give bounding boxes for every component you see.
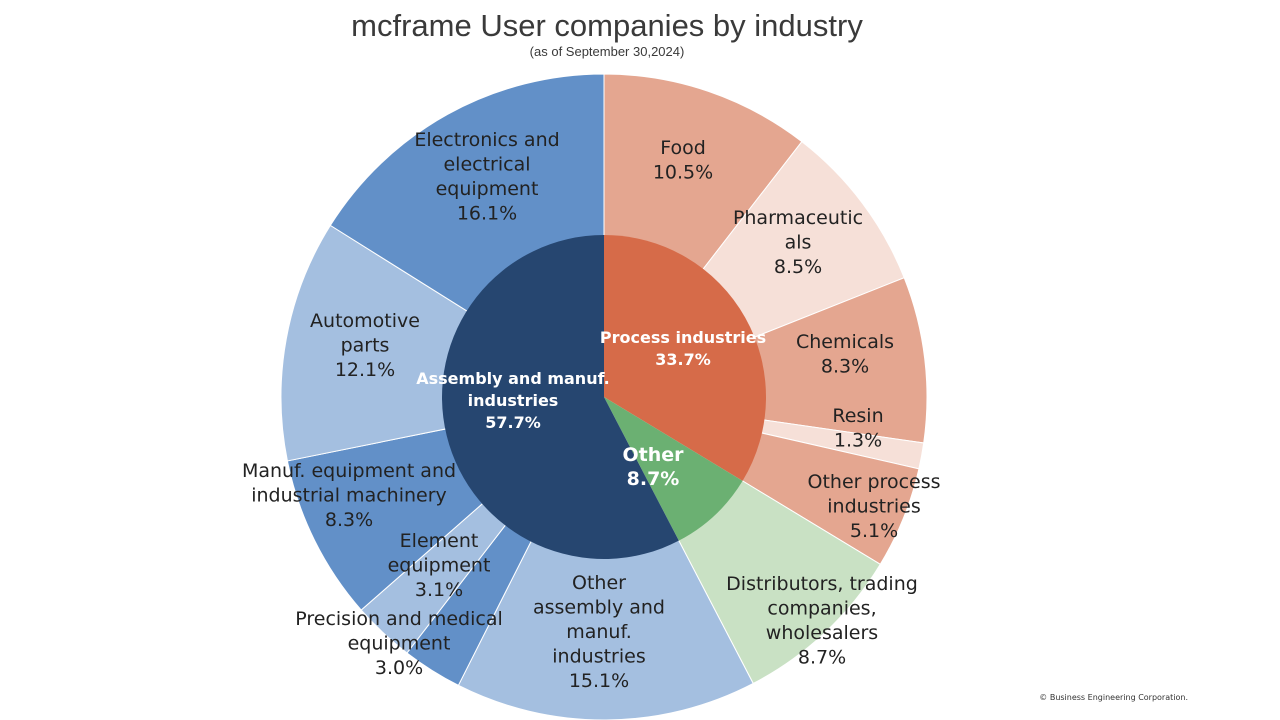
outer-label-resin-line: 1.3% <box>834 430 882 452</box>
outer-label-element-equipment-line: equipment <box>388 555 491 577</box>
inner-label-assembly-and-manuf-industries: Assembly and manuf. industries 57.7% <box>416 369 610 432</box>
outer-label-distributors-trading-companies-wholesalers-line: Distributors, trading <box>726 573 918 595</box>
outer-label-other-process-industries-line: 5.1% <box>850 520 898 542</box>
outer-label-food-line: Food <box>660 137 706 159</box>
outer-label-automotive-parts-line: parts <box>341 335 390 357</box>
outer-label-other-assembly-and-manuf-industries-line: industries <box>552 646 645 668</box>
inner-label-other-line: Other <box>622 444 684 466</box>
inner-label-process-industries-line: 33.7% <box>655 350 711 369</box>
outer-label-resin: Resin 1.3% <box>832 405 883 452</box>
outer-label-electronics-and-electrical-equipment: Electronics and electrical equipment 16.1% <box>414 129 559 225</box>
inner-slice-assembly-and-manuf-industries <box>442 235 679 560</box>
outer-label-other-assembly-and-manuf-industries-line: assembly and <box>533 597 665 619</box>
outer-label-element-equipment-line: Element <box>400 530 479 552</box>
outer-label-pharmaceuticals-line: Pharmaceutic <box>733 207 863 229</box>
inner-ring <box>442 235 766 560</box>
outer-label-other-process-industries-line: industries <box>827 496 920 518</box>
outer-label-precision-and-medical-equipment-line: Precision and medical <box>295 608 503 630</box>
inner-slice-other <box>604 397 743 541</box>
outer-label-pharmaceuticals: Pharmaceutic als 8.5% <box>733 207 863 278</box>
outer-label-food: Food 10.5% <box>653 137 713 184</box>
outer-label-chemicals-line: Chemicals <box>796 331 894 353</box>
outer-label-distributors-trading-companies-wholesalers-line: 8.7% <box>798 647 846 669</box>
inner-label-assembly-and-manuf-industries-line: industries <box>468 391 559 410</box>
inner-label-assembly-and-manuf-industries-line: 57.7% <box>485 413 541 432</box>
chart-title: mcframe User companies by industry <box>351 8 863 43</box>
outer-label-precision-and-medical-equipment: Precision and medical equipment 3.0% <box>295 608 503 679</box>
outer-label-electronics-and-electrical-equipment-line: 16.1% <box>457 203 517 225</box>
outer-label-other-assembly-and-manuf-industries-line: 15.1% <box>569 670 629 692</box>
chart-subtitle: (as of September 30,2024) <box>529 44 685 59</box>
inner-label-process-industries: Process industries 33.7% <box>600 328 766 369</box>
outer-label-electronics-and-electrical-equipment-line: equipment <box>436 178 539 200</box>
inner-slice-process-industries <box>604 235 766 481</box>
outer-label-element-equipment: Element equipment 3.1% <box>388 530 491 601</box>
outer-label-manuf-equipment-and-industrial-machinery-line: Manuf. equipment and <box>242 460 456 482</box>
outer-label-food-line: 10.5% <box>653 162 713 184</box>
inner-label-process-industries-line: Process industries <box>600 328 766 347</box>
outer-label-other-process-industries-line: Other process <box>808 471 941 493</box>
outer-label-electronics-and-electrical-equipment-line: Electronics and <box>414 129 559 151</box>
outer-label-distributors-trading-companies-wholesalers: Distributors, trading companies, wholesale… <box>726 573 918 669</box>
outer-label-distributors-trading-companies-wholesalers-line: companies, <box>767 598 876 620</box>
outer-label-other-assembly-and-manuf-industries: Other assembly and manuf. industries 15.1% <box>533 572 665 692</box>
outer-label-electronics-and-electrical-equipment-line: electrical <box>443 154 530 176</box>
outer-label-manuf-equipment-and-industrial-machinery-line: 8.3% <box>325 509 373 531</box>
outer-label-pharmaceuticals-line: als <box>785 232 812 254</box>
inner-label-other: Other 8.7% <box>622 444 684 490</box>
outer-label-other-process-industries: Other process industries 5.1% <box>808 471 941 542</box>
outer-label-automotive-parts-line: Automotive <box>310 310 420 332</box>
outer-label-resin-line: Resin <box>832 405 883 427</box>
outer-label-distributors-trading-companies-wholesalers-line: wholesalers <box>766 622 878 644</box>
outer-label-other-assembly-and-manuf-industries-line: Other <box>572 572 626 594</box>
inner-labels: Process industries 33.7% Other 8.7% Assembly… <box>416 328 766 490</box>
copyright-notice: © Business Engineering Corporation. <box>1039 693 1188 702</box>
outer-label-element-equipment-line: 3.1% <box>415 579 463 601</box>
outer-labels: Food 10.5% Pharmaceutic als 8.5% Chemicals 8.3… <box>242 129 941 692</box>
outer-label-chemicals: Chemicals 8.3% <box>796 331 894 378</box>
outer-label-manuf-equipment-and-industrial-machinery: Manuf. equipment and industrial machinery… <box>242 460 456 531</box>
outer-ring <box>280 73 928 720</box>
outer-label-pharmaceuticals-line: 8.5% <box>774 256 822 278</box>
outer-label-precision-and-medical-equipment-line: equipment <box>348 633 451 655</box>
outer-label-automotive-parts: Automotive parts 12.1% <box>310 310 420 381</box>
outer-label-automotive-parts-line: 12.1% <box>335 359 395 381</box>
inner-label-assembly-and-manuf-industries-line: Assembly and manuf. <box>416 369 610 388</box>
outer-label-other-assembly-and-manuf-industries-line: manuf. <box>566 621 632 643</box>
outer-label-precision-and-medical-equipment-line: 3.0% <box>375 657 423 679</box>
outer-label-chemicals-line: 8.3% <box>821 356 869 378</box>
outer-label-manuf-equipment-and-industrial-machinery-line: industrial machinery <box>251 485 447 507</box>
inner-label-other-line: 8.7% <box>627 468 680 490</box>
